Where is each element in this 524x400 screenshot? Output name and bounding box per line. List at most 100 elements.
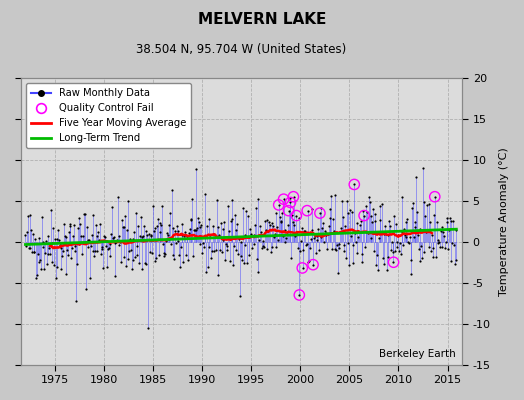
- Point: [251, 222, 259, 228]
- Point: [348, 260, 357, 266]
- Point: [194, 218, 203, 225]
- Point: [425, 201, 433, 208]
- Point: [161, 251, 169, 258]
- Point: [322, 230, 331, 236]
- Point: [182, 233, 191, 240]
- Point: [261, 227, 270, 234]
- Point: [429, 244, 437, 251]
- Point: [185, 229, 193, 236]
- Point: [286, 199, 294, 206]
- Point: [250, 232, 259, 238]
- Point: [206, 234, 214, 240]
- Point: [390, 212, 398, 219]
- Point: [321, 232, 330, 238]
- Point: [188, 196, 196, 202]
- Point: [397, 251, 405, 258]
- Point: [39, 239, 48, 245]
- Point: [337, 198, 346, 204]
- Point: [116, 238, 125, 245]
- Point: [443, 219, 452, 226]
- Point: [194, 215, 202, 222]
- Point: [150, 228, 158, 235]
- Point: [139, 232, 147, 239]
- Point: [276, 213, 284, 220]
- Point: [433, 240, 442, 246]
- Point: [346, 207, 354, 213]
- Point: [332, 246, 341, 253]
- Point: [412, 174, 420, 180]
- Point: [285, 208, 293, 214]
- Point: [227, 196, 236, 203]
- Point: [118, 224, 127, 230]
- Point: [396, 240, 404, 246]
- Point: [100, 233, 108, 239]
- Point: [378, 255, 387, 261]
- Point: [178, 232, 187, 238]
- Legend: Raw Monthly Data, Quality Control Fail, Five Year Moving Average, Long-Term Tren: Raw Monthly Data, Quality Control Fail, …: [26, 83, 191, 148]
- Point: [286, 199, 294, 206]
- Point: [442, 214, 451, 221]
- Point: [315, 210, 324, 216]
- Point: [200, 234, 209, 240]
- Point: [404, 239, 412, 245]
- Point: [426, 219, 434, 225]
- Point: [312, 250, 320, 256]
- Point: [309, 262, 318, 268]
- Point: [41, 250, 49, 256]
- Point: [303, 208, 311, 214]
- Point: [144, 324, 152, 331]
- Point: [189, 252, 197, 259]
- Point: [340, 242, 348, 248]
- Point: [370, 218, 379, 224]
- Point: [320, 239, 328, 246]
- Point: [407, 271, 415, 277]
- Point: [371, 211, 379, 218]
- Point: [57, 245, 65, 251]
- Point: [103, 264, 112, 270]
- Point: [267, 248, 275, 255]
- Point: [291, 233, 300, 239]
- Point: [315, 247, 323, 253]
- Point: [92, 232, 101, 239]
- Point: [329, 216, 337, 222]
- Point: [143, 232, 151, 238]
- Point: [279, 233, 287, 239]
- Point: [375, 235, 383, 242]
- Point: [187, 216, 195, 223]
- Point: [126, 236, 134, 242]
- Point: [381, 223, 389, 230]
- Point: [286, 195, 294, 202]
- Point: [445, 214, 454, 221]
- Point: [56, 242, 64, 248]
- Point: [173, 228, 182, 234]
- Point: [321, 228, 329, 234]
- Point: [421, 213, 430, 219]
- Point: [43, 233, 52, 240]
- Point: [384, 254, 392, 260]
- Point: [349, 242, 357, 248]
- Point: [210, 231, 219, 238]
- Point: [168, 187, 176, 194]
- Point: [283, 231, 291, 238]
- Point: [197, 222, 205, 228]
- Point: [136, 233, 144, 240]
- Point: [333, 242, 341, 249]
- Point: [42, 238, 50, 244]
- Point: [382, 230, 390, 237]
- Point: [181, 252, 190, 258]
- Point: [212, 247, 220, 253]
- Point: [264, 228, 272, 234]
- Point: [394, 232, 402, 238]
- Point: [394, 244, 402, 250]
- Point: [397, 194, 406, 200]
- Point: [105, 252, 114, 259]
- Point: [343, 198, 351, 204]
- Point: [84, 244, 93, 250]
- Point: [310, 235, 318, 241]
- Point: [316, 210, 324, 216]
- Point: [430, 212, 439, 218]
- Point: [81, 211, 90, 217]
- Point: [25, 245, 34, 251]
- Point: [224, 203, 233, 209]
- Point: [435, 239, 443, 246]
